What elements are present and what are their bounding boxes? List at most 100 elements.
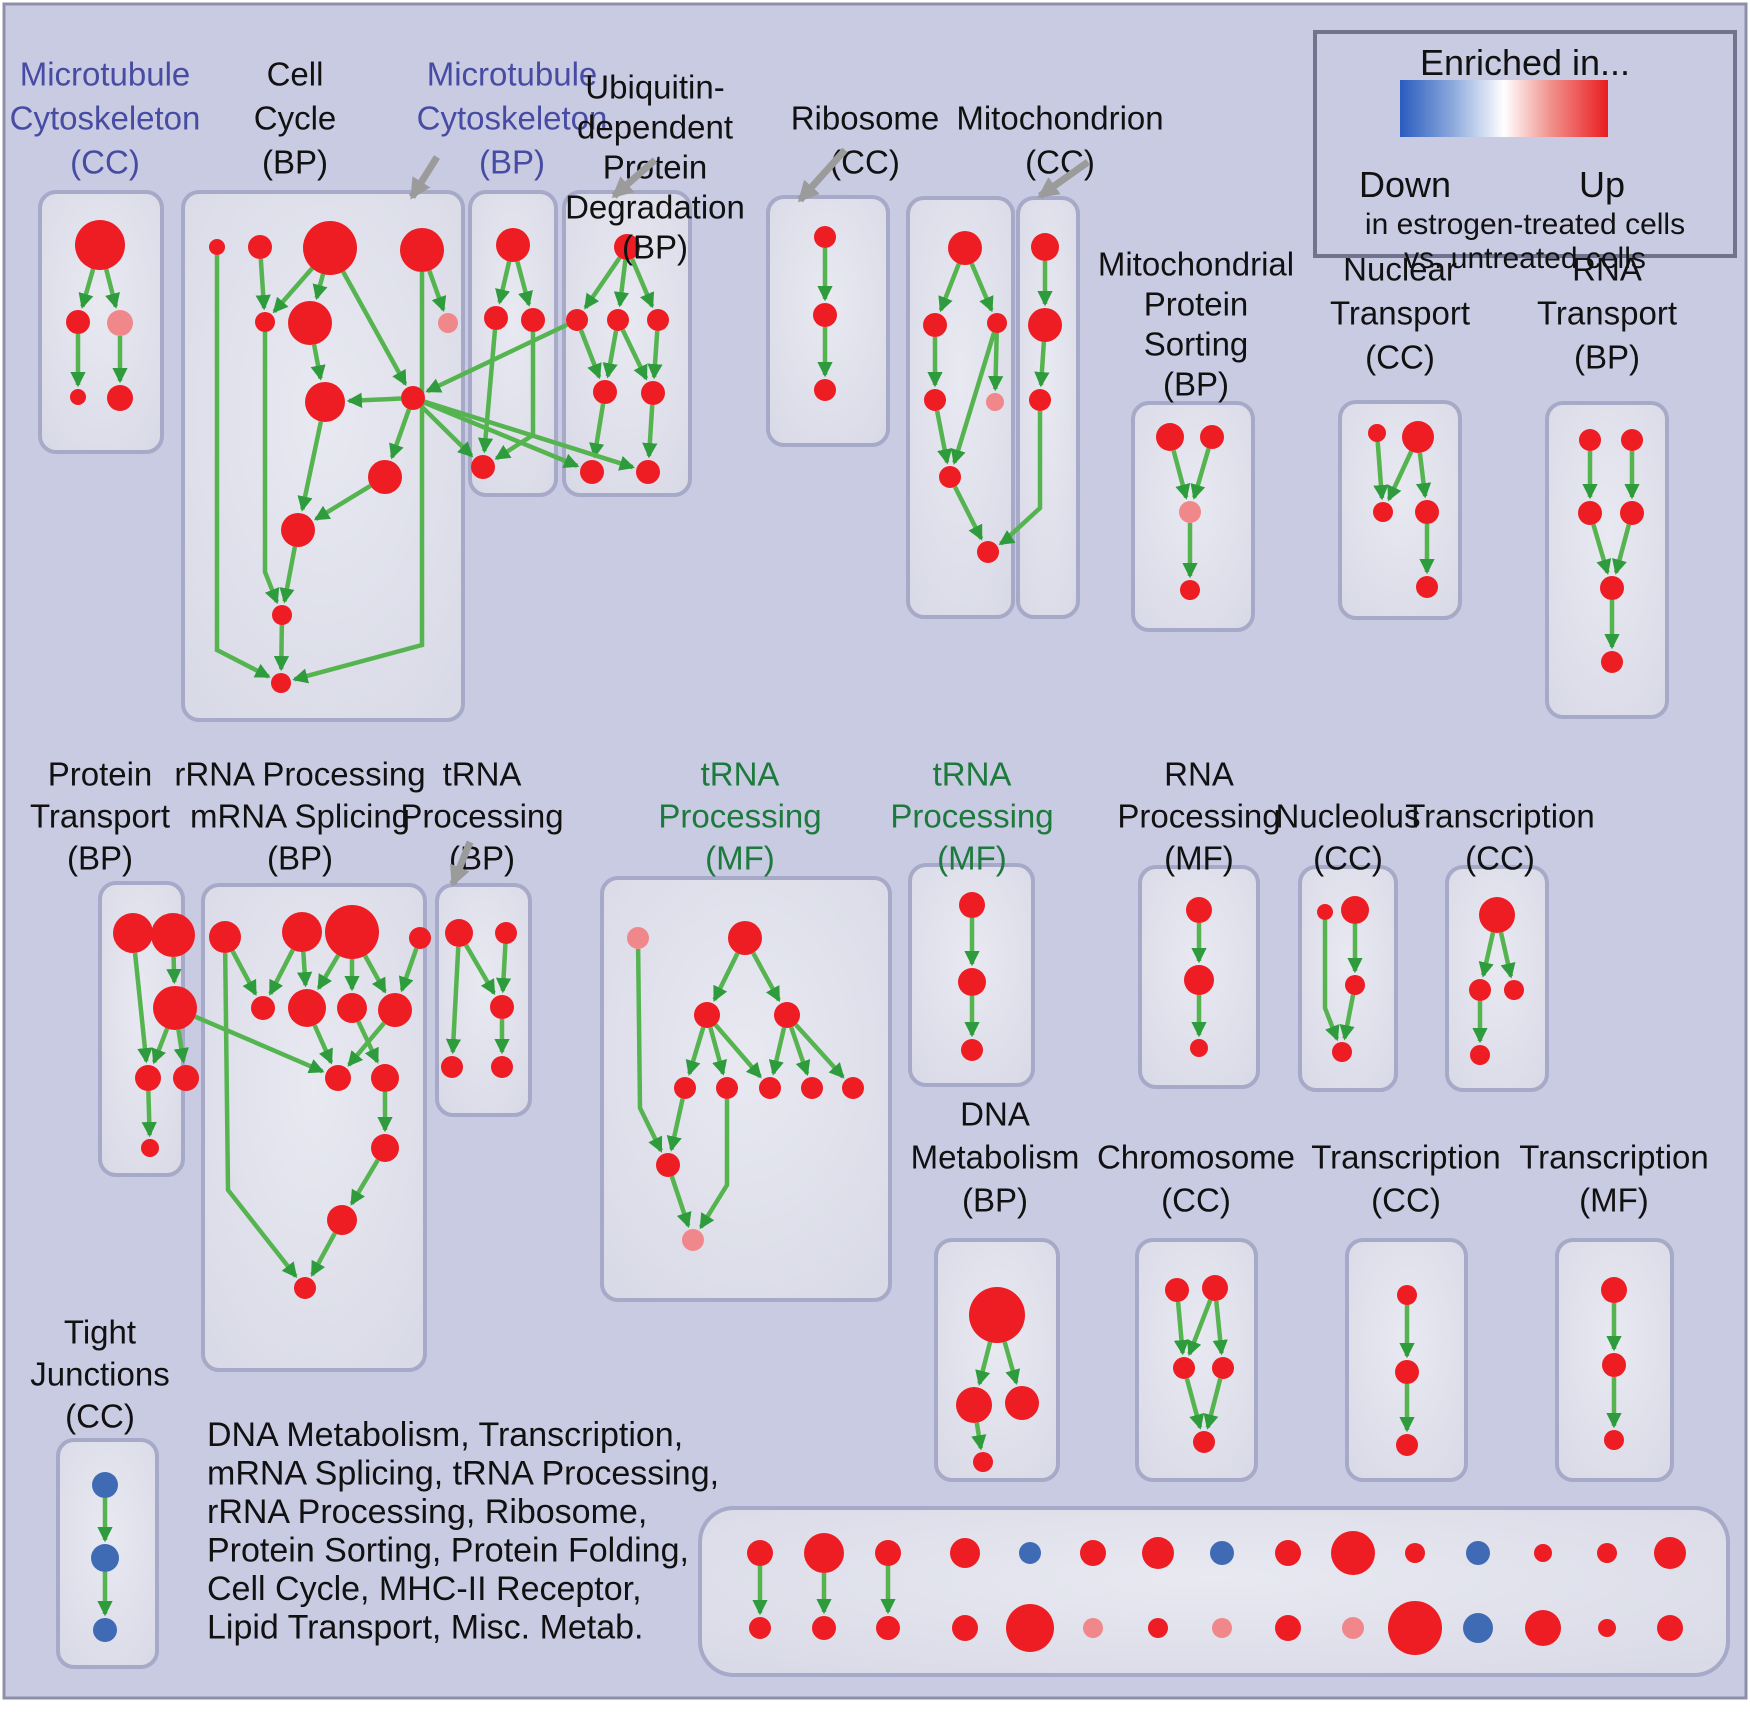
gene-node [1601,651,1623,673]
gene-node [282,912,322,952]
edge-arrow [166,956,182,985]
gene-node [1029,389,1051,411]
group-label-chromosome-cc: Chromosome [1097,1139,1295,1176]
misc-categories-note: Lipid Transport, Misc. Metab. [207,1608,644,1646]
edge-arrow [255,258,271,311]
group-label-tight-junctions-cc: Junctions [30,1356,169,1393]
gene-node [135,1065,161,1091]
gene-node [1179,501,1201,523]
gene-node [401,386,425,410]
gene-node [812,1616,836,1640]
group-box-transcription-cc-mid [1445,865,1549,1092]
gene-node [141,1139,159,1157]
gene-node [1479,897,1515,933]
group-label-protein-transport-bp: (BP) [67,840,133,877]
edge-arrow [363,954,387,994]
misc-categories-note: DNA Metabolism, Transcription, [207,1416,683,1454]
gene-node [1534,1544,1552,1562]
gene-node [1463,1613,1493,1643]
gene-node [209,239,225,255]
gene-node [248,235,272,259]
gene-node [471,455,495,479]
gene-node [1006,1604,1054,1652]
gene-node [521,308,545,332]
gene-node [1657,1615,1683,1641]
gene-node [484,306,508,330]
edge-arrow [1203,1378,1223,1430]
group-label-transcription-mf: Transcription [1519,1139,1709,1176]
gene-node [1341,896,1369,924]
group-label-mitochondrial-protein-sorting-bp: Mitochondrial [1098,246,1294,283]
edge-arrow [425,322,569,394]
gene-node [804,1533,844,1573]
edge-arrow [1478,932,1496,978]
edge-arrow [789,1026,811,1076]
edge-arrow [313,483,372,521]
gene-node [1186,897,1212,923]
group-box-transcription-cc-bottom [1345,1238,1468,1482]
gene-node [1148,1618,1168,1638]
gene-node [305,382,345,422]
legend-down-label: Down [1359,164,1452,205]
gene-node [1388,1601,1442,1655]
gene-node [987,313,1007,333]
gene-node [875,1540,901,1566]
group-label-transcription-cc-bottom: Transcription [1311,1139,1501,1176]
edge-arrow [1339,994,1356,1041]
edge-arrow [495,261,512,305]
group-label-microtubule-cytoskeleton-cc: (CC) [70,144,140,181]
edge-arrow [1034,341,1050,388]
gene-node [490,995,514,1019]
gene-node [75,220,125,270]
edge-arrow [427,269,447,312]
gene-node [495,922,517,944]
group-label-dna-metabolism-bp: DNA [960,1096,1030,1133]
group-label-rna-processing-mf: (MF) [1164,840,1234,877]
edge-arrow [495,943,512,994]
edge-arrow [589,403,606,459]
edge-arrow [578,329,602,380]
edge-arrow [346,392,402,408]
edge-arrow [669,1175,692,1228]
group-label-ubiquitin-dependent-protein-degradation-bp: Ubiquitin- [585,69,724,106]
pointer-arrow [797,147,848,203]
edge-arrow [613,259,630,308]
group-label-ribosome-cc: Ribosome [791,100,940,137]
group-label-transcription-cc-mid: (CC) [1465,840,1535,877]
edge-arrow [141,1090,157,1138]
gene-node [91,1544,119,1572]
gene-node [1005,1386,1039,1420]
misc-categories-note: Cell Cycle, MHC-II Receptor, [207,1570,642,1608]
edge-arrow [389,408,412,460]
gene-node [1466,1541,1490,1565]
group-label-transcription-cc-bottom: (CC) [1371,1182,1441,1219]
edge-arrow [950,331,997,465]
group-label-mitochondrial-protein-sorting-bp: (BP) [1163,366,1229,403]
gene-node [1031,233,1059,261]
pointer-arrow [1037,159,1091,199]
gene-node [1080,1540,1106,1566]
edge-arrow [698,1099,730,1230]
group-label-microtubule-cytoskeleton-bp: (BP) [479,144,545,181]
gene-node [1180,580,1200,600]
gene-node [580,460,604,484]
edge-arrow [971,1422,987,1451]
edge-arrow [751,951,781,1003]
legend-title: Enriched in... [1419,42,1631,83]
gene-node [1654,1537,1686,1569]
gene-node [801,1077,823,1099]
edge-arrow [151,1027,170,1065]
gene-node [1165,1278,1189,1302]
group-label-mitochondrial-protein-sorting-bp: Protein [1144,286,1249,323]
gene-node [876,1616,900,1640]
gene-node [694,1002,720,1028]
gene-node [1469,979,1491,1001]
edge-arrow [316,954,341,991]
edge-arrow [952,485,984,541]
pointer-arrow [449,840,474,887]
group-box-trna-processing-mf-1 [600,876,892,1302]
edge-arrow [194,1014,325,1074]
edge-arrow [173,1029,189,1064]
group-label-cell-cycle-bp: Cell [267,56,324,93]
edge-arrow [1415,452,1432,499]
